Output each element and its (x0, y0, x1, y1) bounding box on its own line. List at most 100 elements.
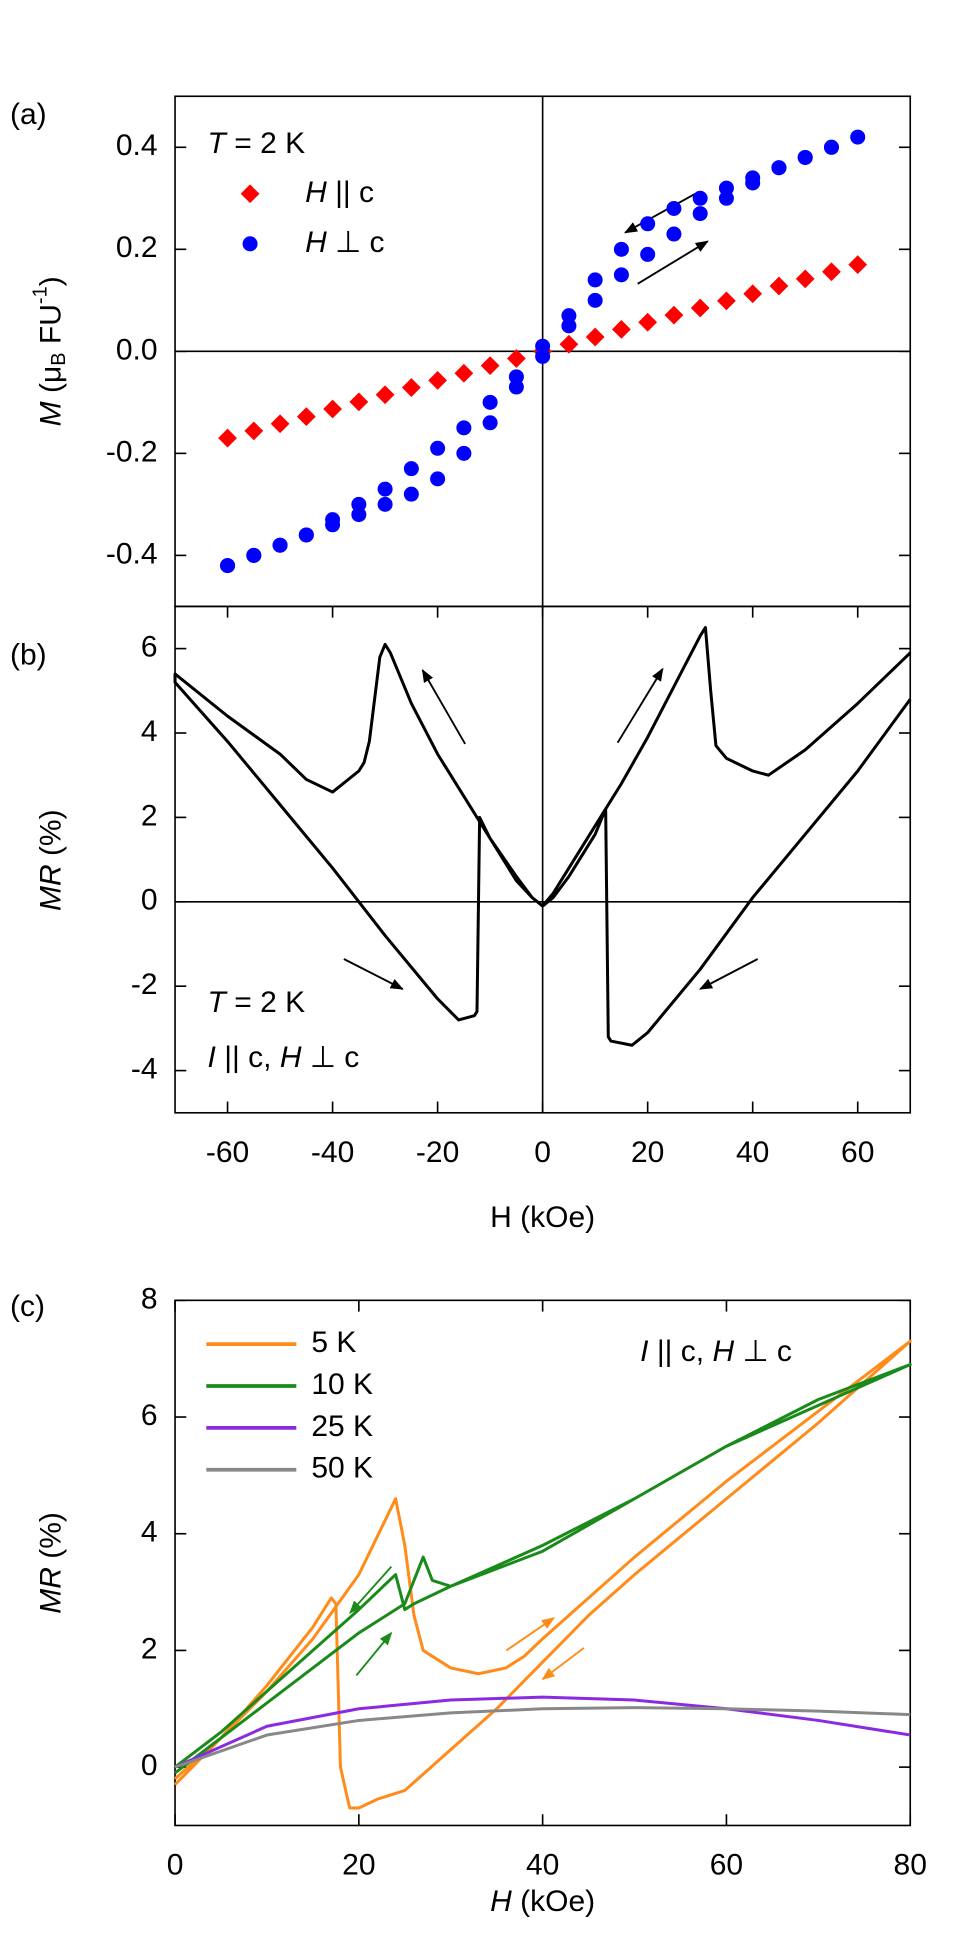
arrow (637, 240, 709, 285)
label-run: || c (327, 176, 374, 209)
arrow (699, 958, 759, 990)
data-point (613, 267, 629, 283)
legend-label: H ⊥ c (305, 226, 384, 259)
label-run: = 2 K (226, 986, 305, 1019)
label-run: (%) (34, 809, 67, 864)
data-point (480, 356, 500, 376)
x-tick-label: 40 (526, 1849, 559, 1882)
data-point (482, 415, 498, 431)
y-tick-label: 0.0 (116, 333, 158, 366)
data-point (771, 160, 787, 176)
x-tick-label: 40 (736, 1136, 769, 1169)
data-point (430, 471, 446, 487)
data-point (718, 180, 734, 196)
y-tick-label: 2 (141, 1632, 158, 1665)
data-point (270, 414, 290, 434)
data-point (351, 496, 367, 512)
y-tick-label: 0.4 (116, 129, 158, 162)
label-run: ⊥ c (302, 1041, 360, 1074)
data-point (587, 292, 603, 308)
label-run: H (490, 1885, 512, 1918)
data-point (822, 262, 841, 282)
data-point (325, 512, 341, 528)
arrow (616, 667, 664, 744)
data-point (246, 547, 262, 563)
data-line (174, 1363, 912, 1775)
label-run: ⊥ c (327, 226, 385, 259)
data-point (561, 308, 577, 324)
plot-frame (174, 1299, 912, 1827)
data-point (743, 284, 763, 304)
label-run: = 2 K (226, 127, 305, 160)
data-point (296, 407, 316, 427)
data-point (666, 201, 682, 217)
x-tick-label: -60 (206, 1136, 249, 1169)
arrow (355, 1631, 393, 1677)
data-point (795, 269, 815, 289)
data-point (587, 272, 603, 288)
x-tick-label: 60 (841, 1136, 874, 1169)
data-point (508, 369, 524, 385)
data-point (507, 349, 526, 368)
data-point (745, 170, 761, 186)
data-point (428, 371, 447, 390)
label-run: I (640, 1335, 648, 1368)
data-point (240, 184, 260, 204)
data-point (401, 378, 421, 397)
legend-label: 25 K (311, 1410, 373, 1443)
data-point (456, 420, 472, 436)
y-axis-label: MR (%) (34, 1512, 67, 1614)
data-point (612, 320, 631, 339)
data-point (690, 298, 710, 318)
x-tick-label: 0 (534, 1136, 551, 1169)
y-tick-label: 0.2 (116, 231, 158, 264)
data-line (174, 1706, 911, 1769)
y-tick-label: 4 (141, 715, 158, 748)
legend-label: 5 K (311, 1326, 356, 1359)
data-point (220, 558, 236, 574)
y-tick-label: -0.4 (106, 537, 158, 570)
label-run: B (48, 352, 70, 365)
y-tick-label: 0 (141, 1749, 158, 1782)
x-tick-label: -20 (416, 1136, 459, 1169)
y-tick-label: 6 (141, 1399, 158, 1432)
label-run: (%) (34, 1512, 67, 1567)
data-point (585, 327, 605, 347)
data-point (298, 527, 314, 543)
data-point (664, 305, 684, 325)
y-axis-label: MR (%) (34, 809, 67, 911)
x-tick-label: 60 (710, 1849, 743, 1882)
data-point (797, 149, 813, 165)
data-point (535, 338, 551, 354)
label-run: (kOe) (512, 1885, 595, 1918)
data-point (640, 246, 656, 262)
data-point (823, 139, 839, 155)
legend-label: H || c (305, 176, 374, 209)
legend-label: 50 K (311, 1452, 373, 1485)
label-run: FU (34, 304, 67, 352)
panel-label: (b) (10, 638, 47, 671)
legend-title: T = 2 K (208, 127, 306, 160)
data-point (769, 276, 789, 296)
data-point (559, 334, 579, 354)
data-point (692, 190, 708, 206)
data-point (244, 421, 264, 441)
data-point (242, 236, 258, 252)
data-point (456, 445, 472, 461)
x-tick-label: -40 (311, 1136, 354, 1169)
data-point (218, 428, 237, 448)
y-tick-label: 6 (141, 631, 158, 664)
label-run: -1 (30, 286, 52, 304)
label-run: M (34, 401, 67, 426)
annotation: I || c, H ⊥ c (208, 1041, 360, 1074)
label-run: ⊥ c (734, 1335, 792, 1368)
label-run: MR (34, 864, 67, 911)
y-tick-label: -4 (131, 1053, 158, 1086)
data-point (692, 206, 708, 222)
data-point (454, 363, 474, 383)
data-point (482, 394, 498, 410)
label-run: MR (34, 1567, 67, 1614)
label-run: ) (34, 276, 67, 286)
data-point (850, 129, 866, 145)
